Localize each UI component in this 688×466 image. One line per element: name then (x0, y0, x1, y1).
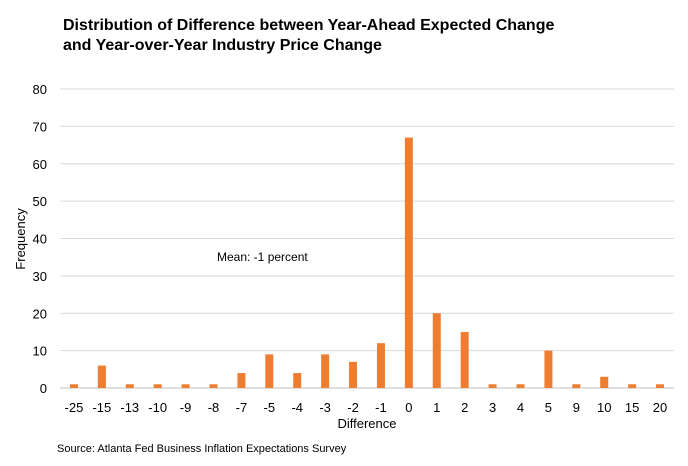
x-tick-label: -1 (375, 400, 387, 415)
y-tick-label: 40 (33, 232, 47, 247)
x-tick-label: -7 (236, 400, 248, 415)
bars (69, 137, 665, 388)
bar (488, 384, 497, 388)
x-tick-label: 20 (653, 400, 667, 415)
bar (181, 384, 190, 388)
bar (321, 354, 330, 388)
bar (153, 384, 162, 388)
x-tick-label: 2 (461, 400, 468, 415)
bar (97, 365, 106, 388)
bar (516, 384, 525, 388)
x-tick-label: 4 (517, 400, 524, 415)
y-tick-label: 50 (33, 194, 47, 209)
y-axis-label: Frequency (13, 208, 28, 270)
bar (237, 373, 246, 388)
bar (600, 376, 609, 388)
bar (209, 384, 218, 388)
bar (293, 373, 302, 388)
y-tick-label: 60 (33, 157, 47, 172)
y-tick-label: 10 (33, 344, 47, 359)
bar (349, 361, 358, 388)
x-tick-label: -3 (319, 400, 331, 415)
x-tick-label: 0 (405, 400, 412, 415)
bar (544, 350, 553, 388)
bar (432, 313, 441, 388)
x-tick-label: 9 (573, 400, 580, 415)
x-tick-label: -15 (92, 400, 111, 415)
x-tick-label: -5 (264, 400, 276, 415)
x-tick-label: -2 (347, 400, 359, 415)
bar (69, 384, 78, 388)
chart-title: Distribution of Difference between Year-… (63, 16, 554, 56)
chart-title-line-2: and Year-over-Year Industry Price Change (63, 37, 382, 54)
bar (628, 384, 637, 388)
bar (404, 137, 413, 388)
x-tick-label: -4 (291, 400, 303, 415)
bar (376, 343, 385, 388)
x-tick-label: -10 (148, 400, 167, 415)
x-tick-labels: -25 -15 -13 -10 -9 -8 -7 -5 -4 -3 -2 -1 0 1 2 3 4 5 9 10 15 2… (65, 400, 668, 415)
x-tick-label: -25 (65, 400, 84, 415)
x-tick-label: 3 (489, 400, 496, 415)
x-tick-label: -13 (120, 400, 139, 415)
x-tick-label: 10 (597, 400, 611, 415)
y-tick-label: 30 (33, 269, 47, 284)
y-tick-label: 20 (33, 306, 47, 321)
y-tick-label: 70 (33, 119, 47, 134)
bar (572, 384, 581, 388)
source-note: Source: Atlanta Fed Business Inflation E… (57, 443, 347, 455)
gridlines (60, 88, 674, 389)
y-tick-labels: 0 10 20 30 40 50 60 70 80 (33, 82, 47, 396)
y-tick-label: 0 (40, 381, 47, 396)
bar (460, 331, 469, 388)
mean-annotation: Mean: -1 percent (217, 250, 308, 264)
x-tick-label: 1 (433, 400, 440, 415)
chart-title-line-1: Distribution of Difference between Year-… (63, 17, 555, 34)
x-tick-label: 5 (545, 400, 552, 415)
x-tick-label: -8 (208, 400, 220, 415)
bar (125, 384, 134, 388)
bar (265, 354, 274, 388)
y-tick-label: 80 (33, 82, 47, 97)
x-tick-label: 15 (625, 400, 639, 415)
x-axis-label: Difference (337, 416, 396, 431)
x-tick-label: -9 (180, 400, 192, 415)
bar (656, 384, 665, 388)
